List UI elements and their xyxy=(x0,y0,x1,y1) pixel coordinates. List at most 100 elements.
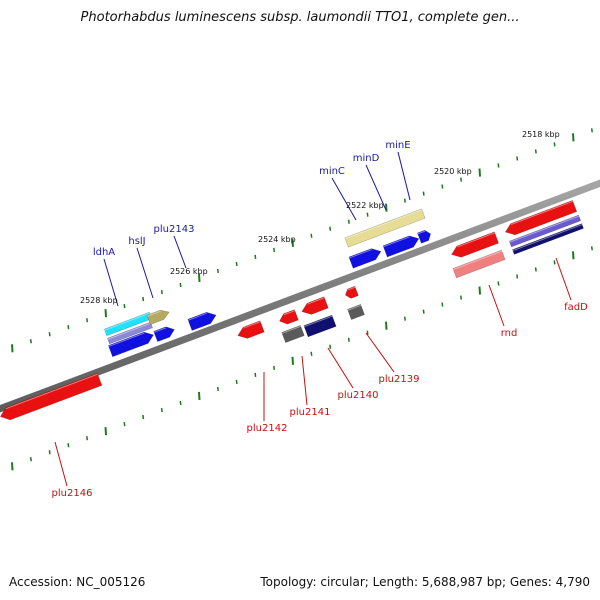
topology-summary: Topology: circular; Length: 5,688,987 bp… xyxy=(260,575,590,589)
scale-label: 2526 kbp xyxy=(170,267,208,276)
tick-lower xyxy=(48,450,51,455)
leader-plu2143 xyxy=(173,235,187,269)
tick-upper xyxy=(572,133,575,142)
tick-lower xyxy=(11,462,14,471)
scale-ticks xyxy=(11,128,593,471)
tick-upper xyxy=(534,149,537,154)
tick-upper xyxy=(104,309,107,318)
gene-label-plu2142: plu2142 xyxy=(247,423,288,434)
gene-plu2143 xyxy=(187,311,217,331)
gene-red-arrow xyxy=(301,296,329,315)
gene-label-ldhA: ldhA xyxy=(93,247,115,258)
scale-label: 2528 kbp xyxy=(80,296,118,305)
gene-labels: 2518 kbp 2520 kbp 2522 kbp 2524 kbp 2526 kbp… xyxy=(52,130,589,499)
scale-label: 2520 kbp xyxy=(434,167,472,176)
tick-lower xyxy=(534,267,537,272)
tick-upper xyxy=(347,219,350,224)
leader-plu2141 xyxy=(301,355,308,406)
tick-lower xyxy=(179,400,182,406)
tick-upper xyxy=(366,212,369,217)
tick-upper xyxy=(254,254,257,259)
tick-upper xyxy=(198,273,201,283)
gene-plu2140 xyxy=(303,314,337,338)
gene-label-plu2146: plu2146 xyxy=(52,488,93,499)
tick-upper xyxy=(142,296,145,302)
leader-minE xyxy=(397,151,411,201)
tick-lower xyxy=(497,281,500,286)
tick-upper xyxy=(179,282,182,288)
tick-lower xyxy=(86,436,89,441)
tick-upper xyxy=(441,184,444,189)
gene-red-arrow xyxy=(345,285,359,299)
gene-label-minD: minD xyxy=(353,153,380,164)
gene-rnd xyxy=(452,249,506,279)
gene-label-hslJ: hslJ xyxy=(128,236,145,247)
tick-lower xyxy=(385,321,388,330)
gene-hslJ xyxy=(146,309,170,325)
tick-lower xyxy=(310,351,313,356)
tick-lower xyxy=(422,309,425,314)
gene-plu2146 xyxy=(0,372,103,421)
tick-upper xyxy=(216,268,219,274)
tick-lower xyxy=(572,251,575,260)
tick-lower xyxy=(160,407,163,413)
gene-label-plu2141: plu2141 xyxy=(290,407,331,418)
backbone-line xyxy=(0,179,600,413)
tick-lower xyxy=(254,372,257,377)
tick-lower xyxy=(29,457,32,462)
tick-upper xyxy=(478,168,481,177)
accession-text: Accession: NC_005126 xyxy=(9,575,146,589)
gene-plu2139 xyxy=(347,304,365,320)
leader-minC xyxy=(331,177,357,221)
tick-lower xyxy=(291,356,294,365)
gene-plu2141 xyxy=(281,324,305,344)
gene-plu2142 xyxy=(237,320,265,339)
gene-label-rnd: rnd xyxy=(501,328,518,339)
tick-upper xyxy=(385,203,388,212)
gene-fadD-upper xyxy=(508,214,582,248)
tick-upper xyxy=(403,198,406,203)
tick-upper xyxy=(235,261,238,267)
tick-upper xyxy=(590,128,593,133)
tick-upper xyxy=(497,163,500,168)
label-leaders xyxy=(54,151,572,487)
leader-plu2139 xyxy=(365,332,395,373)
scale-label: 2524 kbp xyxy=(258,235,296,244)
tick-lower xyxy=(403,316,406,321)
leader-ldhA xyxy=(103,258,119,307)
gene-label-fadD: fadD xyxy=(564,302,588,313)
gene-label-plu2140: plu2140 xyxy=(338,390,379,401)
tick-upper xyxy=(329,226,332,231)
tick-upper xyxy=(123,304,126,309)
leader-plu2146 xyxy=(54,441,68,487)
genome-title: Photorhabdus luminescens subsp. laumondi… xyxy=(80,10,520,25)
tick-lower xyxy=(366,330,369,335)
leader-rnd xyxy=(488,284,505,327)
scale-label: 2518 kbp xyxy=(522,130,560,139)
tick-upper xyxy=(291,238,294,247)
tick-upper xyxy=(86,318,89,323)
tick-upper xyxy=(516,156,519,161)
gene-feature-lavender xyxy=(107,321,153,345)
gene-fadD xyxy=(512,223,584,255)
backbone xyxy=(0,179,600,413)
tick-upper xyxy=(160,289,163,295)
tick-lower xyxy=(516,274,519,279)
tick-lower xyxy=(347,337,350,342)
tick-lower xyxy=(460,295,463,300)
tick-upper xyxy=(273,247,276,252)
gene-label-plu2143: plu2143 xyxy=(154,224,195,235)
gene-label-plu2139: plu2139 xyxy=(379,374,420,385)
tick-lower xyxy=(329,344,332,349)
tick-upper xyxy=(11,344,14,353)
leader-hslJ xyxy=(136,247,154,299)
tick-lower xyxy=(273,365,276,370)
tick-upper xyxy=(460,177,463,182)
gene-blue-arrow xyxy=(382,235,420,258)
tick-lower xyxy=(198,391,201,401)
scale-label: 2522 kbp xyxy=(346,201,384,210)
gene-label-minE: minE xyxy=(385,140,410,151)
gene-features xyxy=(0,199,584,421)
gene-label-minC: minC xyxy=(319,166,345,177)
